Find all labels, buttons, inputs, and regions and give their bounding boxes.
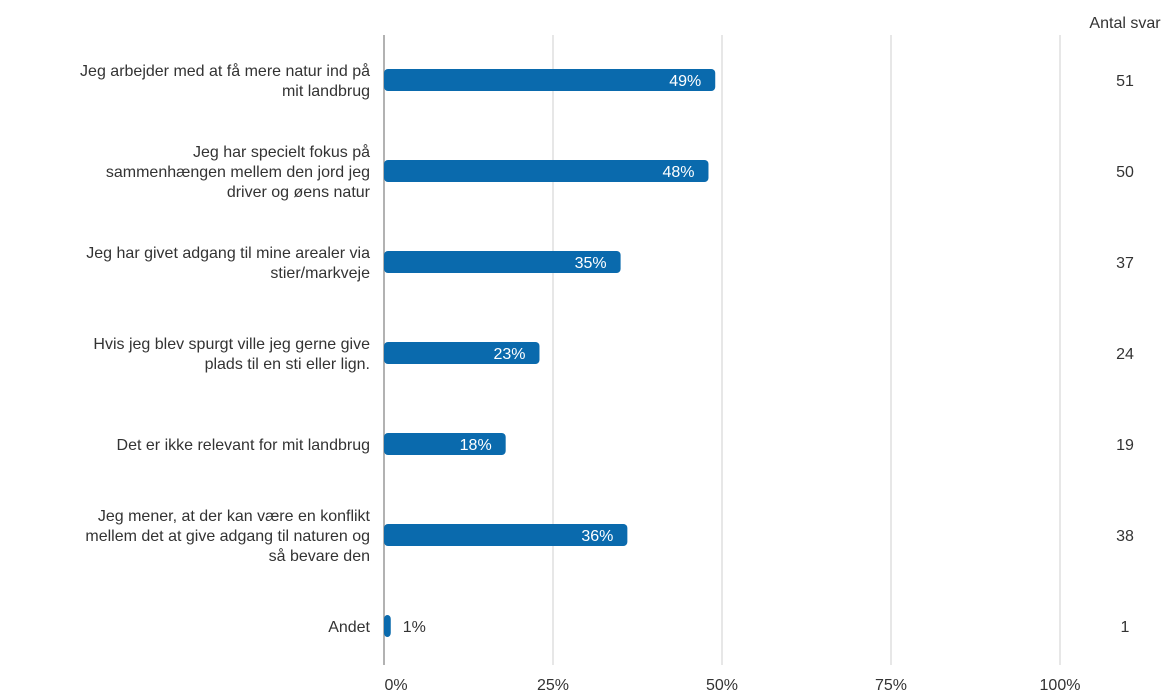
- category-label: Hvis jeg blev spurgt ville jeg gerne giv…: [93, 336, 370, 373]
- answer-count: 1: [1121, 619, 1130, 636]
- answer-count: 50: [1116, 164, 1134, 181]
- answer-count: 37: [1116, 255, 1134, 272]
- answer-count: 24: [1116, 346, 1134, 363]
- x-tick-label: 50%: [706, 677, 738, 694]
- x-tick-label: 0%: [384, 677, 407, 694]
- x-axis-ticks: 0% 25% 50% 75% 100%: [384, 677, 1080, 694]
- bar-value-label: 1%: [403, 619, 426, 636]
- counts-header: Antal svar: [1089, 15, 1161, 32]
- bar-value-label: 36%: [581, 528, 613, 545]
- x-tick-label: 25%: [537, 677, 569, 694]
- category-label: Jeg har specielt fokus på sammenhængen me…: [106, 143, 371, 201]
- bar: [384, 251, 621, 273]
- answer-count: 38: [1116, 528, 1134, 545]
- category-label: Jeg arbejder med at få mere natur ind på…: [80, 62, 370, 100]
- bar: [384, 433, 506, 455]
- bar: [384, 615, 391, 637]
- category-label: Jeg har givet adgang til mine arealer vi…: [86, 245, 370, 282]
- bar-value-label: 35%: [575, 255, 607, 272]
- category-labels: Jeg arbejder med at få mere natur ind på…: [80, 62, 371, 636]
- category-label: Jeg mener, at der kan være en konflikt me…: [85, 508, 370, 565]
- answer-count: 51: [1116, 73, 1134, 90]
- x-tick-label: 100%: [1040, 677, 1081, 694]
- bar-value-label: 18%: [460, 437, 492, 454]
- bar-value-label: 48%: [662, 164, 694, 181]
- bars: 49% 48% 35% 23% 18% 36% 1%: [384, 69, 716, 637]
- bar: [384, 69, 716, 91]
- category-label: Det er ikke relevant for mit landbrug: [117, 437, 370, 454]
- category-label: Andet: [328, 619, 370, 636]
- answer-count: 19: [1116, 437, 1134, 454]
- x-tick-label: 75%: [875, 677, 907, 694]
- bar: [384, 524, 628, 546]
- bar-value-label: 23%: [493, 346, 525, 363]
- bar: [384, 342, 540, 364]
- bar: [384, 160, 709, 182]
- bar-value-label: 49%: [669, 73, 701, 90]
- count-column: Antal svar 51 50 37 24 19 38 1: [1089, 15, 1161, 636]
